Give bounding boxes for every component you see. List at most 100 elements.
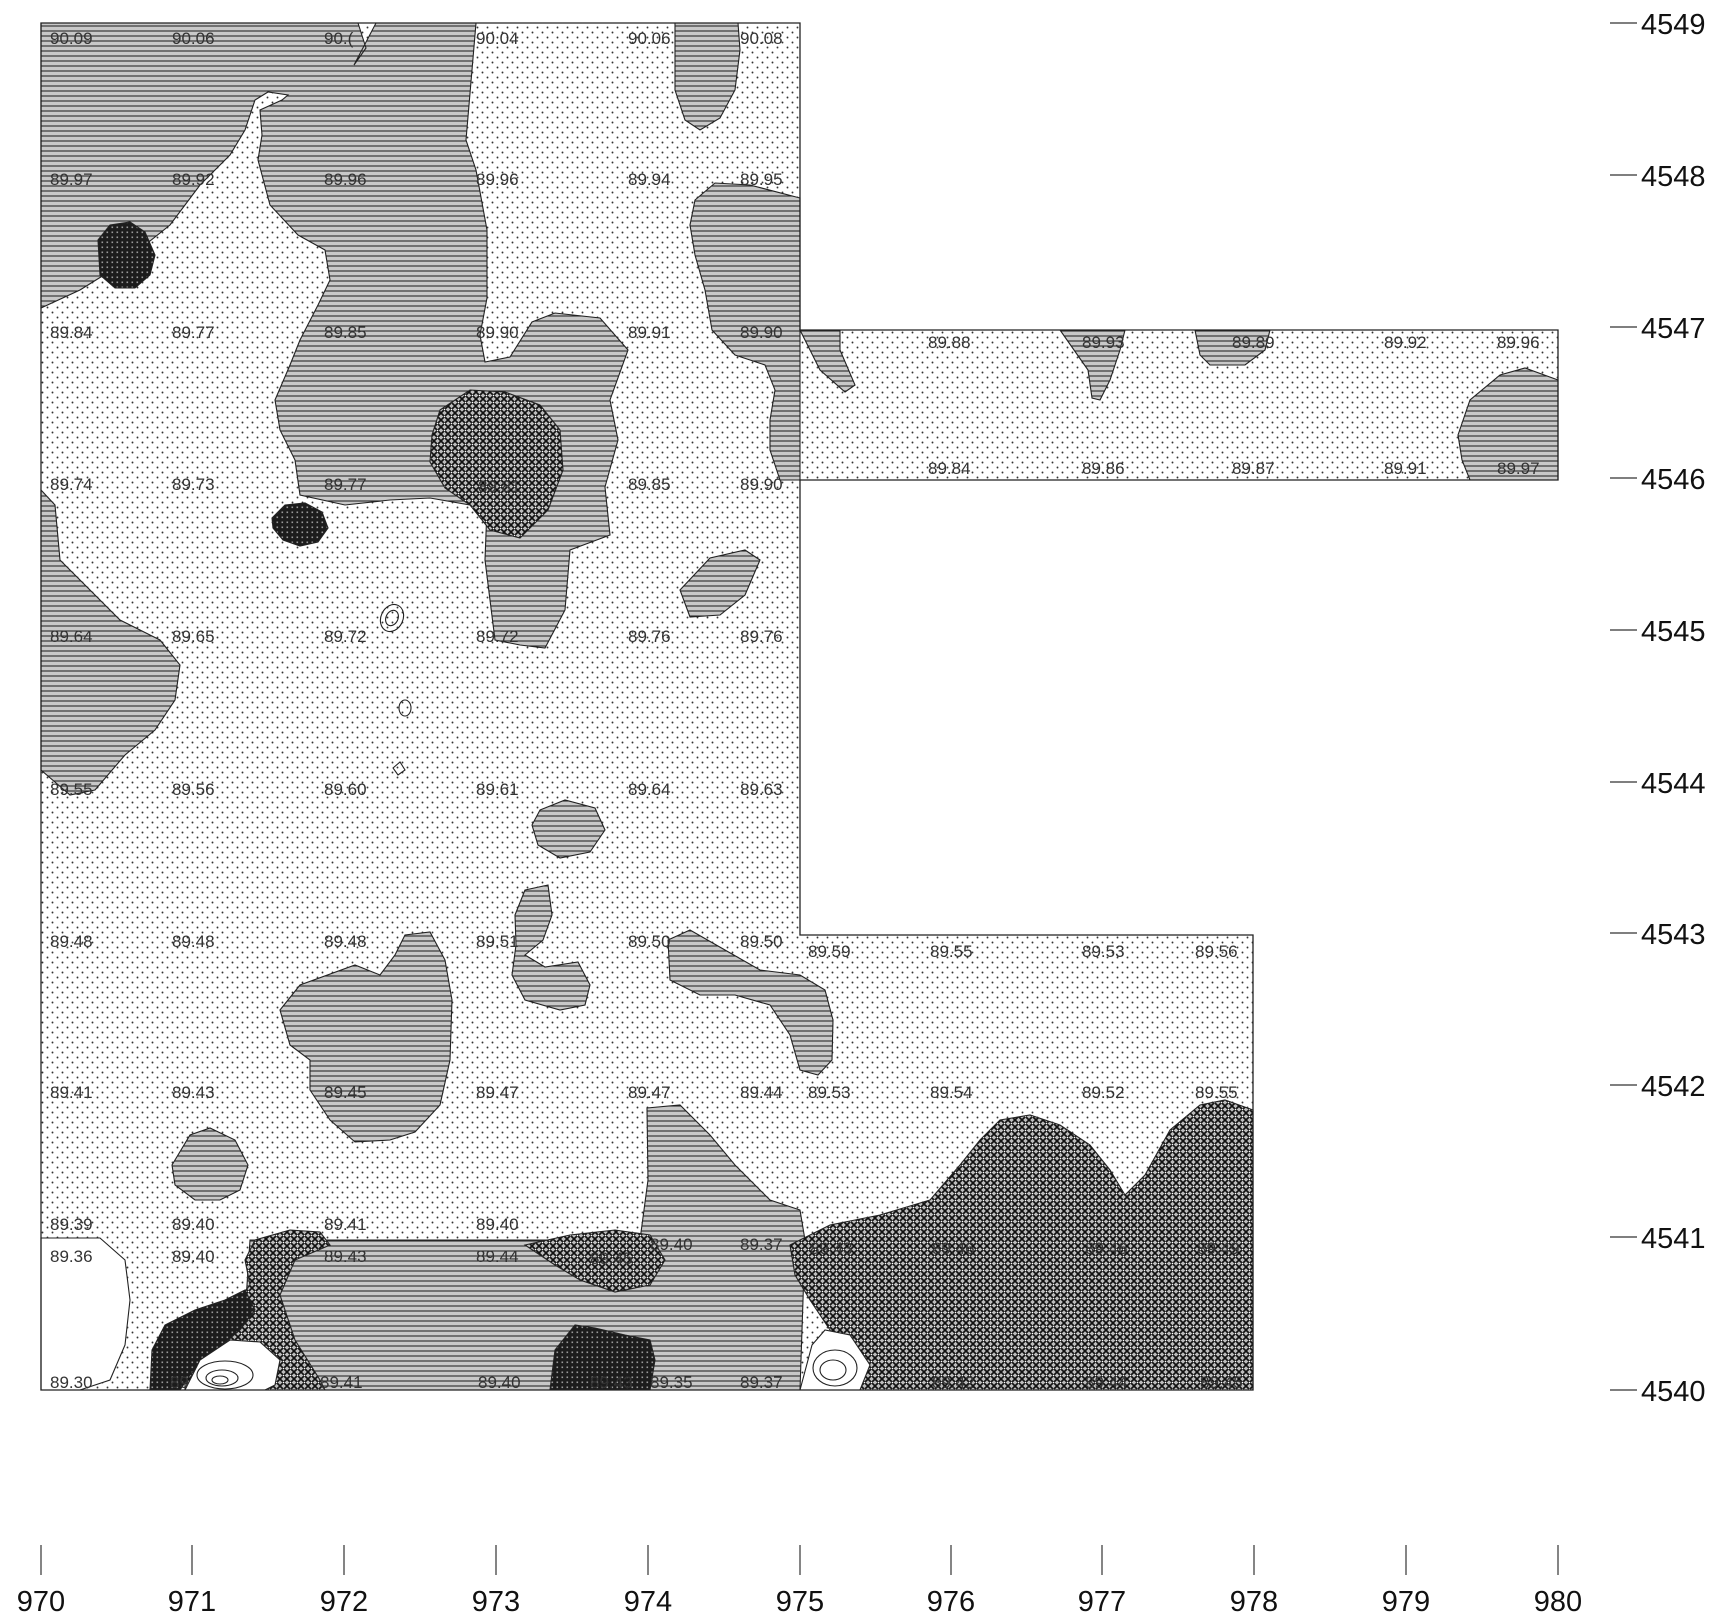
elev-label: 89.40 [650,1235,693,1254]
elev-label: 89.59 [808,942,851,961]
elev-label: 89.39 [50,1215,93,1234]
elev-label: 89.56 [1195,942,1238,961]
elev-label: 89.76 [628,627,671,646]
hatch-region-small-round [171,1127,249,1201]
elev-label: 89.64 [50,627,93,646]
elev-label: 89.40 [478,1373,521,1392]
elev-label: 89.89 [1232,333,1275,352]
elev-label: 89.37 [740,1235,783,1254]
elev-label: 89.77 [324,475,367,494]
elev-label: 89.96 [1497,333,1540,352]
y-tick-label: 4542 [1641,1071,1706,1103]
x-tick-label: 980 [1534,1586,1582,1618]
elev-label: 89.91 [628,323,671,342]
elev-label: 89.93 [1082,333,1125,352]
elev-label: 89.61 [476,780,519,799]
elev-label: 89.90 [740,323,783,342]
contour-lines [196,603,858,1390]
contour-loop-3 [398,699,412,717]
x-tick-label: 976 [927,1586,975,1618]
contour-loop-4 [392,761,406,776]
elevation-labels: 90.09 90.06 90.( 90.04 90.06 90.08 89.97… [50,29,1540,1392]
y-tick-label: 4547 [1641,313,1706,345]
x-tick-label: 974 [624,1586,672,1618]
x-tick-label: 975 [776,1586,824,1618]
elev-label: 89.87 [1232,459,1275,478]
elev-label: 89.45 [1200,1373,1243,1392]
elev-label: 89.95 [740,170,783,189]
y-tick-label: 4540 [1641,1376,1706,1408]
elev-label: 89.96 [476,170,519,189]
hatch-region-east-small-1 [1058,329,1126,401]
elev-label: 89.85 [324,323,367,342]
elev-label: 89.48 [172,932,215,951]
elev-label: 89.53 [1082,942,1125,961]
y-tick-label: 4549 [1641,9,1706,41]
elev-label: 89.30 [50,1373,93,1392]
elev-label: 89.49 [1197,1239,1240,1258]
elev-label: 89.76 [740,627,783,646]
elev-label: 89.50 [740,932,783,951]
elev-label: 89.64 [628,780,671,799]
elev-label: 89.40 [476,1215,519,1234]
y-axis: 4549 4548 4547 4546 4545 4544 4543 4542 … [1610,9,1706,1408]
x-tick-label: 979 [1382,1586,1430,1618]
hatch-region-ne-strip [689,182,801,481]
y-tick-label: 4545 [1641,616,1706,648]
elev-label: 89.47 [628,1083,671,1102]
elev-label: 89.48 [50,932,93,951]
hatch-region-south-central [511,884,591,1011]
x-tick-label: 971 [168,1586,216,1618]
elev-label: 89.44 [740,1083,783,1102]
elev-label: 89.97 [50,170,93,189]
survey-area-outline [40,22,1559,1391]
x-tick-label: 972 [320,1586,368,1618]
elev-label: 90.06 [172,29,215,48]
x-tick-label: 978 [1230,1586,1278,1618]
elev-label: 89.43 [810,1239,853,1258]
elev-label: 89.47 [476,1083,519,1102]
dark-region-nw-dot [97,221,156,289]
elev-label: 90.09 [50,29,93,48]
contour-ring-sw-inner-2 [205,1369,239,1387]
elev-label: 89.91 [1384,459,1427,478]
elev-label: 89.84 [928,459,971,478]
elev-label: 89.90 [476,323,519,342]
elev-label: 89.51 [476,932,519,951]
elev-label: 90.04 [476,29,519,48]
elev-label: 89.92 [1384,333,1427,352]
x-axis: 970 971 972 973 974 975 976 977 978 979 … [17,1545,1582,1618]
elev-label: 89.88 [928,333,971,352]
elev-label: 89.41 [50,1083,93,1102]
elev-label: 89 [170,1373,189,1392]
elev-label: 89.36 [50,1247,93,1266]
elev-label: 89.41 [324,1215,367,1234]
elev-label: 89.56 [172,780,215,799]
elev-label: 89.37 [740,1373,783,1392]
elev-label: 89.46 [1085,1239,1128,1258]
elev-label: 89.43 [590,1373,633,1392]
hatch-region-central-small [531,799,606,859]
dark-regions [97,221,656,1391]
contour-ring-sw-inner-1 [196,1360,254,1390]
elev-label: 89.52 [1082,1083,1125,1102]
elev-label: 89.45 [324,1083,367,1102]
elev-label: 89.44 [1085,1373,1128,1392]
elev-label: 89.42 [932,1373,975,1392]
crosshatch-region-central [429,389,564,539]
elev-label: 89.85 [628,475,671,494]
dark-region-sw [149,1289,256,1391]
elev-label: 90.( [324,29,354,48]
elev-label: 89.63 [740,780,783,799]
contour-ring-sw-inner-3 [211,1375,229,1385]
elev-label: 89.55 [930,942,973,961]
elev-label: 89.46 [932,1239,975,1258]
elev-label: 89.73 [172,475,215,494]
contour-ring-sw [184,1339,281,1391]
elev-label: 89.40 [172,1215,215,1234]
elev-label: 90.06 [628,29,671,48]
elev-label: 89.92 [172,170,215,189]
elev-label: 89.55 [50,780,93,799]
hatch-region-ne-arm [799,329,856,393]
